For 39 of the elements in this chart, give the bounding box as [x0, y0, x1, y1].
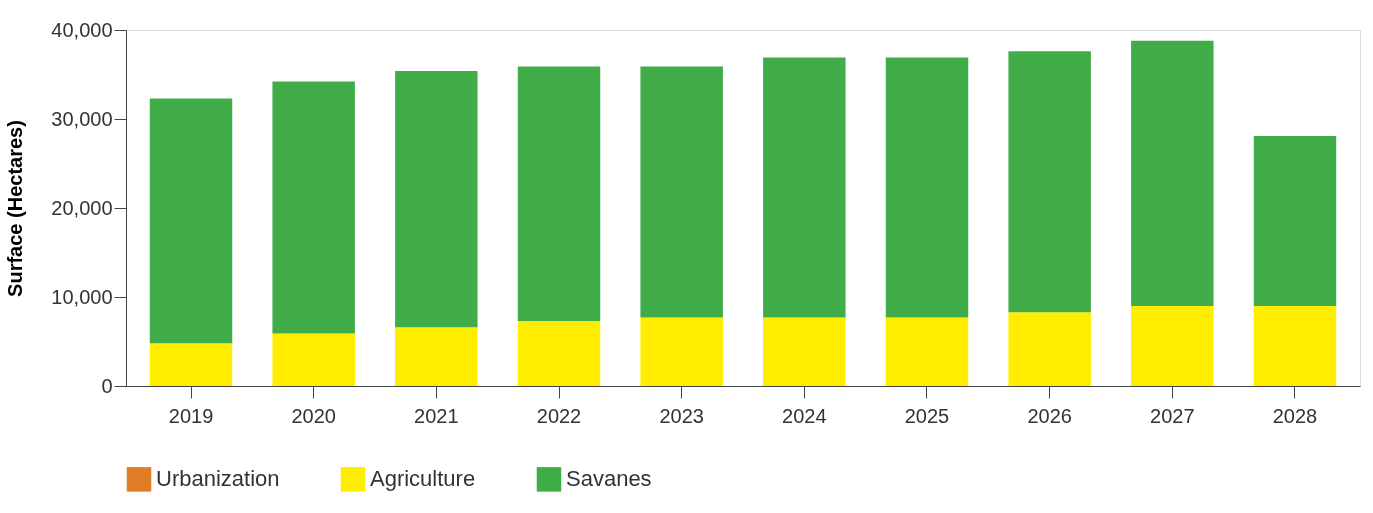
bar: [640, 66, 723, 318]
bar: [1253, 135, 1337, 306]
x-tick-label: 2026: [1027, 404, 1072, 427]
bar: [272, 81, 355, 334]
y-axis-title: Surface (Hectares): [4, 120, 27, 297]
bar: [1008, 312, 1091, 386]
x-tick-label: 2025: [904, 404, 950, 427]
bar: [1253, 305, 1337, 386]
x-tick-label: 2022: [536, 404, 582, 427]
y-tick-label: 0: [101, 374, 113, 397]
bar: [763, 57, 846, 318]
x-tick-label: 2024: [782, 404, 827, 427]
x-tick-label: 2021: [414, 404, 459, 427]
bar: [763, 317, 846, 386]
bar: [395, 327, 478, 386]
bar: [640, 317, 723, 386]
bar: [1008, 51, 1091, 313]
bar: [517, 321, 601, 386]
bar: [1131, 305, 1214, 386]
legend-label: Agriculture: [370, 466, 476, 492]
legend-label: Savanes: [566, 466, 652, 492]
bar: [885, 317, 969, 386]
bar: [149, 343, 233, 386]
y-tick-label: 30,000: [51, 107, 113, 130]
y-tick-label: 10,000: [51, 285, 113, 308]
x-tick-label: 2023: [659, 404, 704, 427]
x-tick-label: 2020: [291, 404, 336, 427]
x-tick-label: 2028: [1272, 404, 1318, 427]
bar: [1131, 40, 1214, 306]
x-tick-label: 2027: [1150, 404, 1195, 427]
x-tick-label: 2019: [168, 404, 214, 427]
bar: [885, 57, 969, 318]
legend-label: Urbanization: [156, 466, 280, 492]
bar: [395, 70, 478, 328]
y-tick-label: 40,000: [51, 18, 113, 41]
bar: [149, 98, 233, 344]
bar: [517, 66, 601, 322]
bar: [272, 333, 355, 386]
y-tick-label: 20,000: [51, 196, 113, 219]
